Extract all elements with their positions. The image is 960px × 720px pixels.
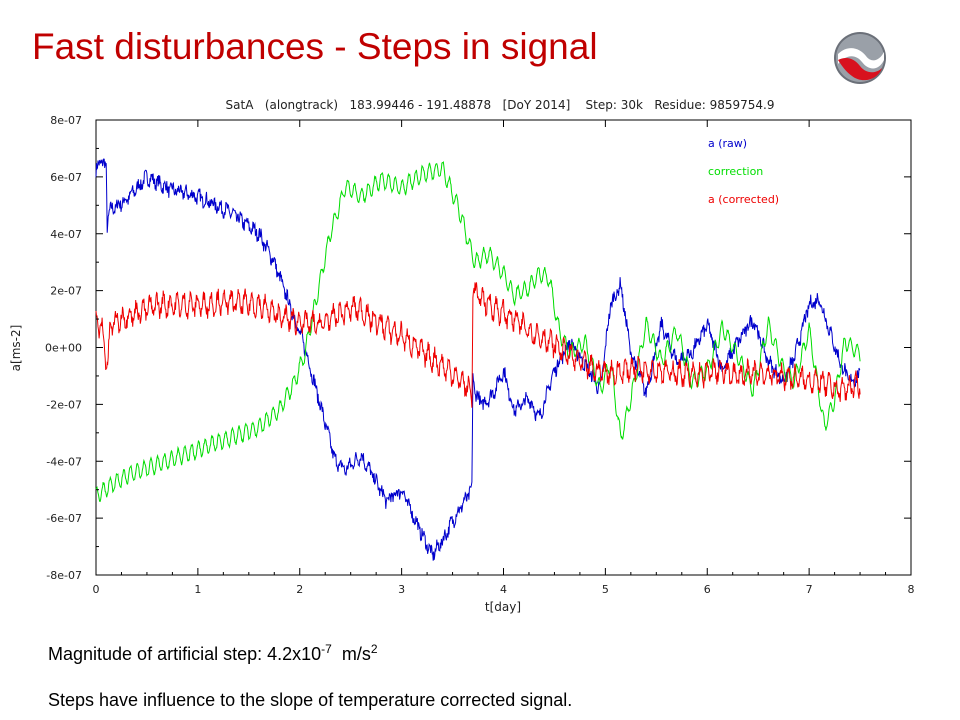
- x-tick-label: 5: [602, 583, 609, 596]
- x-tick-label: 7: [806, 583, 813, 596]
- caption-step-magnitude: Magnitude of artificial step: 4.2x10-7 m…: [48, 642, 378, 665]
- y-tick-label: -6e-07: [46, 512, 82, 525]
- slide-title: Fast disturbances - Steps in signal: [32, 26, 598, 67]
- caption-step-exponent: -7: [321, 642, 332, 656]
- y-tick-label: 4e-07: [50, 228, 82, 241]
- series-line-correction: [95, 160, 861, 503]
- x-axis-label: t[day]: [485, 600, 521, 614]
- brand-logo-icon: [834, 32, 886, 84]
- x-tick-label: 0: [93, 583, 100, 596]
- y-tick-label: 8e-07: [50, 114, 82, 127]
- y-tick-label: -8e-07: [46, 569, 82, 582]
- caption-step-unit-exponent: 2: [370, 642, 378, 656]
- chart: SatA (alongtrack) 183.99446 - 191.48878 …: [9, 98, 915, 614]
- x-tick-label: 6: [704, 583, 711, 596]
- x-tick-label: 1: [194, 583, 201, 596]
- caption-step-text: Magnitude of artificial step: 4.2x10: [48, 644, 322, 664]
- y-tick-label: 2e-07: [50, 285, 82, 298]
- caption-step-unit: m/s: [341, 644, 371, 664]
- y-tick-label: 6e-07: [50, 171, 82, 184]
- x-tick-label: 8: [908, 583, 915, 596]
- series-line-corrected: [95, 282, 861, 408]
- series-line-raw: [95, 158, 861, 561]
- legend-item: a (corrected): [708, 193, 779, 206]
- y-axis-label: a[ms-2]: [9, 325, 23, 372]
- chart-title: SatA (alongtrack) 183.99446 - 191.48878 …: [226, 98, 775, 112]
- legend-item: correction: [708, 165, 763, 178]
- x-tick-label: 2: [296, 583, 303, 596]
- legend-item: a (raw): [708, 137, 747, 150]
- y-tick-label: -4e-07: [46, 455, 82, 468]
- x-tick-label: 4: [500, 583, 507, 596]
- caption-slope-note: Steps have influence to the slope of tem…: [48, 690, 573, 710]
- x-tick-label: 3: [398, 583, 405, 596]
- plot-area: [95, 119, 912, 576]
- y-tick-label: 0e+00: [45, 342, 82, 355]
- y-tick-label: -2e-07: [46, 398, 82, 411]
